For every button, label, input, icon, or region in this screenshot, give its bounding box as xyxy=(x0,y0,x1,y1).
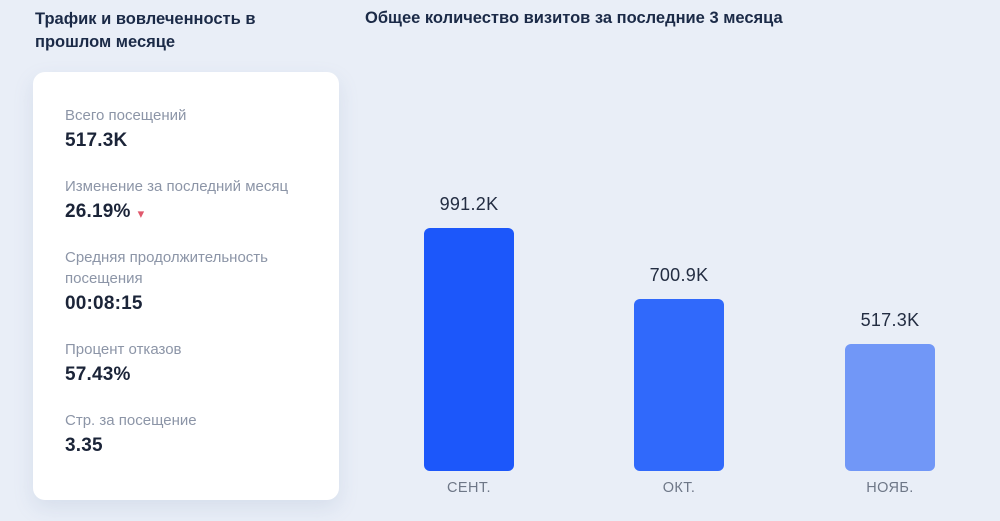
traffic-engagement-heading: Трафик и вовлеченность в прошлом месяце xyxy=(35,10,256,52)
stat-monthly-change: Изменение за последний месяц 26.19% ▾ xyxy=(65,176,309,224)
stat-avg-visit-duration: Средняя продолжительность посещения 00:0… xyxy=(65,247,309,316)
stat-pages-per-visit: Стр. за посещение 3.35 xyxy=(65,410,309,458)
trend-down-icon: ▾ xyxy=(137,205,145,221)
bar-group-september: 991.2K СЕНТ. xyxy=(424,194,514,496)
bar-category-label: ОКТ. xyxy=(662,480,696,496)
bar-november[interactable] xyxy=(845,344,935,471)
stat-value: 517.3K xyxy=(65,130,128,151)
bar-category-label: СЕНТ. xyxy=(447,480,491,496)
stat-value: 3.35 xyxy=(65,435,103,456)
bar-september[interactable] xyxy=(424,228,514,471)
bar-october[interactable] xyxy=(634,299,724,471)
bar-group-november: 517.3K НОЯБ. xyxy=(845,310,935,496)
visits-chart-title: Общее количество визитов за последние 3 … xyxy=(365,9,783,27)
stat-label: Средняя продолжительность посещения xyxy=(65,249,268,287)
stat-value: 57.43% xyxy=(65,364,131,385)
stat-label: Стр. за посещение xyxy=(65,412,197,429)
bar-category-label: НОЯБ. xyxy=(866,480,914,496)
stat-value: 00:08:15 xyxy=(65,293,143,314)
stat-value: 26.19% ▾ xyxy=(65,200,309,224)
stat-label: Изменение за последний месяц xyxy=(65,178,289,195)
stat-value-text: 26.19% xyxy=(65,201,131,222)
bar-value-label: 517.3K xyxy=(860,310,920,330)
bar-value-label: 700.9K xyxy=(649,265,709,285)
stat-label: Всего посещений xyxy=(65,107,187,124)
traffic-stats-card: Всего посещений 517.3K Изменение за посл… xyxy=(33,72,339,500)
bar-group-october: 700.9K ОКТ. xyxy=(634,265,724,496)
stat-label: Процент отказов xyxy=(65,341,182,358)
stat-total-visits: Всего посещений 517.3K xyxy=(65,105,309,153)
stat-bounce-rate: Процент отказов 57.43% xyxy=(65,339,309,387)
bar-value-label: 991.2K xyxy=(439,194,499,214)
